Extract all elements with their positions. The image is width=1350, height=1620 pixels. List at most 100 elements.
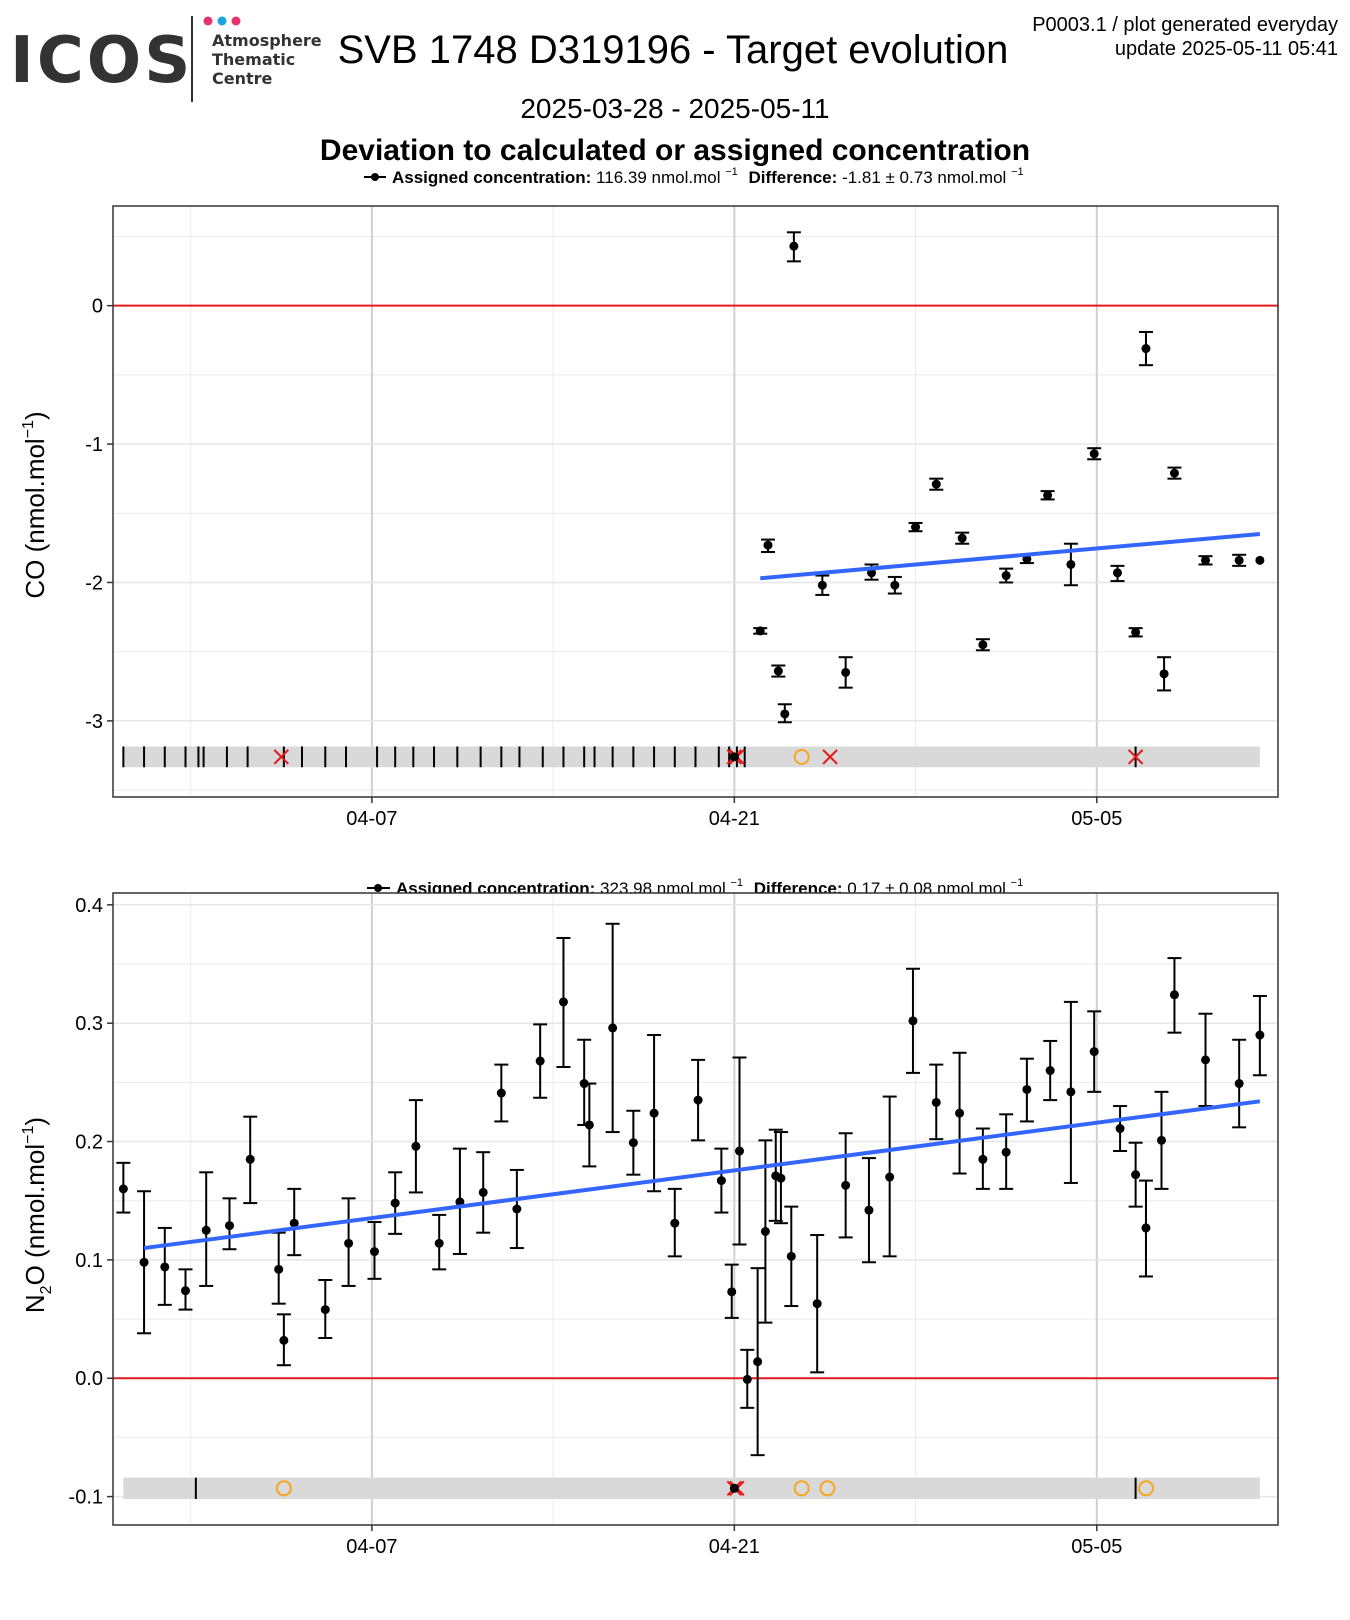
n2o-ylabel: N2O (nmol.mol−1): [20, 1117, 55, 1313]
n2o-xtick-label: 05-05: [1071, 1536, 1122, 1558]
n2o-data-point: [201, 1225, 211, 1235]
co-legend-dot: [371, 173, 379, 181]
n2o-flag-band: [123, 1477, 1260, 1499]
logo-dot: [231, 16, 241, 26]
page-title: SVB 1748 D319196 - Target evolution: [338, 28, 1009, 72]
n2o-plot-background: [113, 893, 1278, 1525]
n2o-data-point: [649, 1108, 659, 1118]
co-data-point: [780, 709, 790, 719]
co-legend-text: Assigned concentration: 116.39 nmol.mol …: [392, 160, 1024, 187]
co-data-point: [1043, 490, 1053, 500]
n2o-ytick-label: 0.4: [75, 895, 103, 917]
n2o-ylabel-mid: O (nmol.mol: [20, 1144, 50, 1286]
co-legend-diff-label: Difference:: [748, 168, 837, 187]
co-legend-sup: −1: [725, 166, 738, 178]
n2o-data-point: [1131, 1170, 1141, 1180]
n2o-data-point: [760, 1226, 770, 1236]
n2o-ytick-label: 0.1: [75, 1250, 103, 1272]
n2o-data-point: [727, 1287, 737, 1297]
n2o-xtick-label: 04-07: [346, 1536, 397, 1558]
n2o-data-point: [1201, 1055, 1211, 1065]
date-range: 2025-03-28 - 2025-05-11: [520, 93, 829, 124]
n2o-data-point: [411, 1141, 421, 1151]
n2o-panel: 0.4 0.3 0.2 0.1 0.0 -0.1 04-07 04-21 05-05: [69, 892, 1279, 1558]
co-ytick-label: 0: [92, 296, 103, 318]
co-data-point: [1255, 555, 1265, 565]
co-data-point: [911, 522, 921, 532]
co-data-point: [1169, 468, 1179, 478]
n2o-data-point: [716, 1176, 726, 1186]
co-data-point: [1131, 627, 1141, 637]
co-ytick-label: -1: [85, 434, 103, 456]
co-data-point: [1141, 344, 1151, 354]
co-data-point: [789, 241, 799, 251]
n2o-band-o-mark: [1137, 1480, 1154, 1497]
n2o-data-point: [628, 1138, 638, 1148]
co-xtick-label: 05-05: [1071, 808, 1122, 830]
n2o-data-point: [742, 1374, 752, 1384]
n2o-data-point: [931, 1097, 941, 1107]
co-panel: 0 -1 -2 -3 04-07 04-21 05-05: [85, 205, 1279, 830]
n2o-data-point: [729, 1483, 739, 1493]
n2o-data-point: [1169, 990, 1179, 1000]
co-data-point: [1234, 555, 1244, 565]
co-ytick-label: -2: [85, 572, 103, 594]
n2o-data-point: [1001, 1147, 1011, 1157]
co-data-point: [1112, 568, 1122, 578]
n2o-band-o-mark: [819, 1480, 836, 1497]
meta-line-1: P0003.1 / plot generated everyday: [1032, 14, 1338, 36]
n2o-data-point: [496, 1088, 506, 1098]
n2o-data-point: [841, 1180, 851, 1190]
n2o-data-point: [908, 1016, 918, 1026]
co-data-point: [931, 479, 941, 489]
co-band-o-mark: [793, 748, 810, 765]
co-data-point: [957, 533, 967, 543]
chart-subtitle: Deviation to calculated or assigned conc…: [320, 134, 1030, 167]
meta-line-2: update 2025-05-11 05:41: [1115, 38, 1338, 60]
co-legend-diff-sup: −1: [1011, 166, 1024, 178]
n2o-data-point: [1234, 1079, 1244, 1089]
co-data-point: [1159, 669, 1169, 679]
n2o-data-point: [955, 1108, 965, 1118]
n2o-xtick-label: 04-21: [709, 1536, 760, 1558]
logo-dots: [203, 16, 241, 26]
n2o-data-point: [1141, 1223, 1151, 1233]
n2o-panel-border: [112, 892, 1279, 1526]
n2o-data-point: [1115, 1124, 1125, 1134]
n2o-legend-diff-sup: −1: [1011, 877, 1024, 889]
n2o-data-point: [885, 1172, 895, 1182]
n2o-data-point: [558, 997, 568, 1007]
co-data-point: [841, 667, 851, 677]
co-data-point: [1001, 571, 1011, 581]
n2o-data-point: [1066, 1087, 1076, 1097]
n2o-data-point: [139, 1257, 149, 1267]
co-ylabel-end: ): [20, 411, 50, 420]
logo-centre-line-1: Atmosphere: [212, 31, 322, 50]
n2o-data-point: [1045, 1066, 1055, 1076]
n2o-data-point: [535, 1056, 545, 1066]
logo-centre-line-3: Centre: [212, 69, 273, 88]
co-trend-line: [760, 532, 1261, 581]
logo-centre-line-2: Thematic: [212, 50, 295, 69]
n2o-data-point: [225, 1221, 234, 1231]
n2o-data-point: [390, 1198, 400, 1208]
n2o-ylabel-main: N: [20, 1294, 50, 1313]
n2o-ylabel-sub: 2: [38, 1285, 55, 1294]
co-data-point: [755, 626, 765, 636]
co-data-point: [890, 580, 900, 590]
co-legend-diff-value: -1.81 ± 0.73 nmol.mol: [842, 168, 1006, 187]
logo-dot: [203, 16, 213, 26]
n2o-data-point: [289, 1218, 299, 1228]
co-data-point: [978, 640, 988, 650]
co-legend-value: 116.39 nmol.mol: [596, 168, 720, 187]
n2o-data-point: [118, 1184, 128, 1194]
n2o-data-point: [776, 1173, 786, 1183]
n2o-data-point: [608, 1023, 618, 1033]
co-legend-label: Assigned concentration:: [392, 168, 591, 187]
n2o-data-point: [584, 1120, 594, 1130]
n2o-data-point: [753, 1357, 763, 1367]
n2o-band-o-mark: [793, 1480, 810, 1497]
n2o-ylabel-sup: −1: [20, 1125, 37, 1143]
logo-dot: [217, 16, 227, 26]
n2o-data-point: [320, 1305, 330, 1315]
